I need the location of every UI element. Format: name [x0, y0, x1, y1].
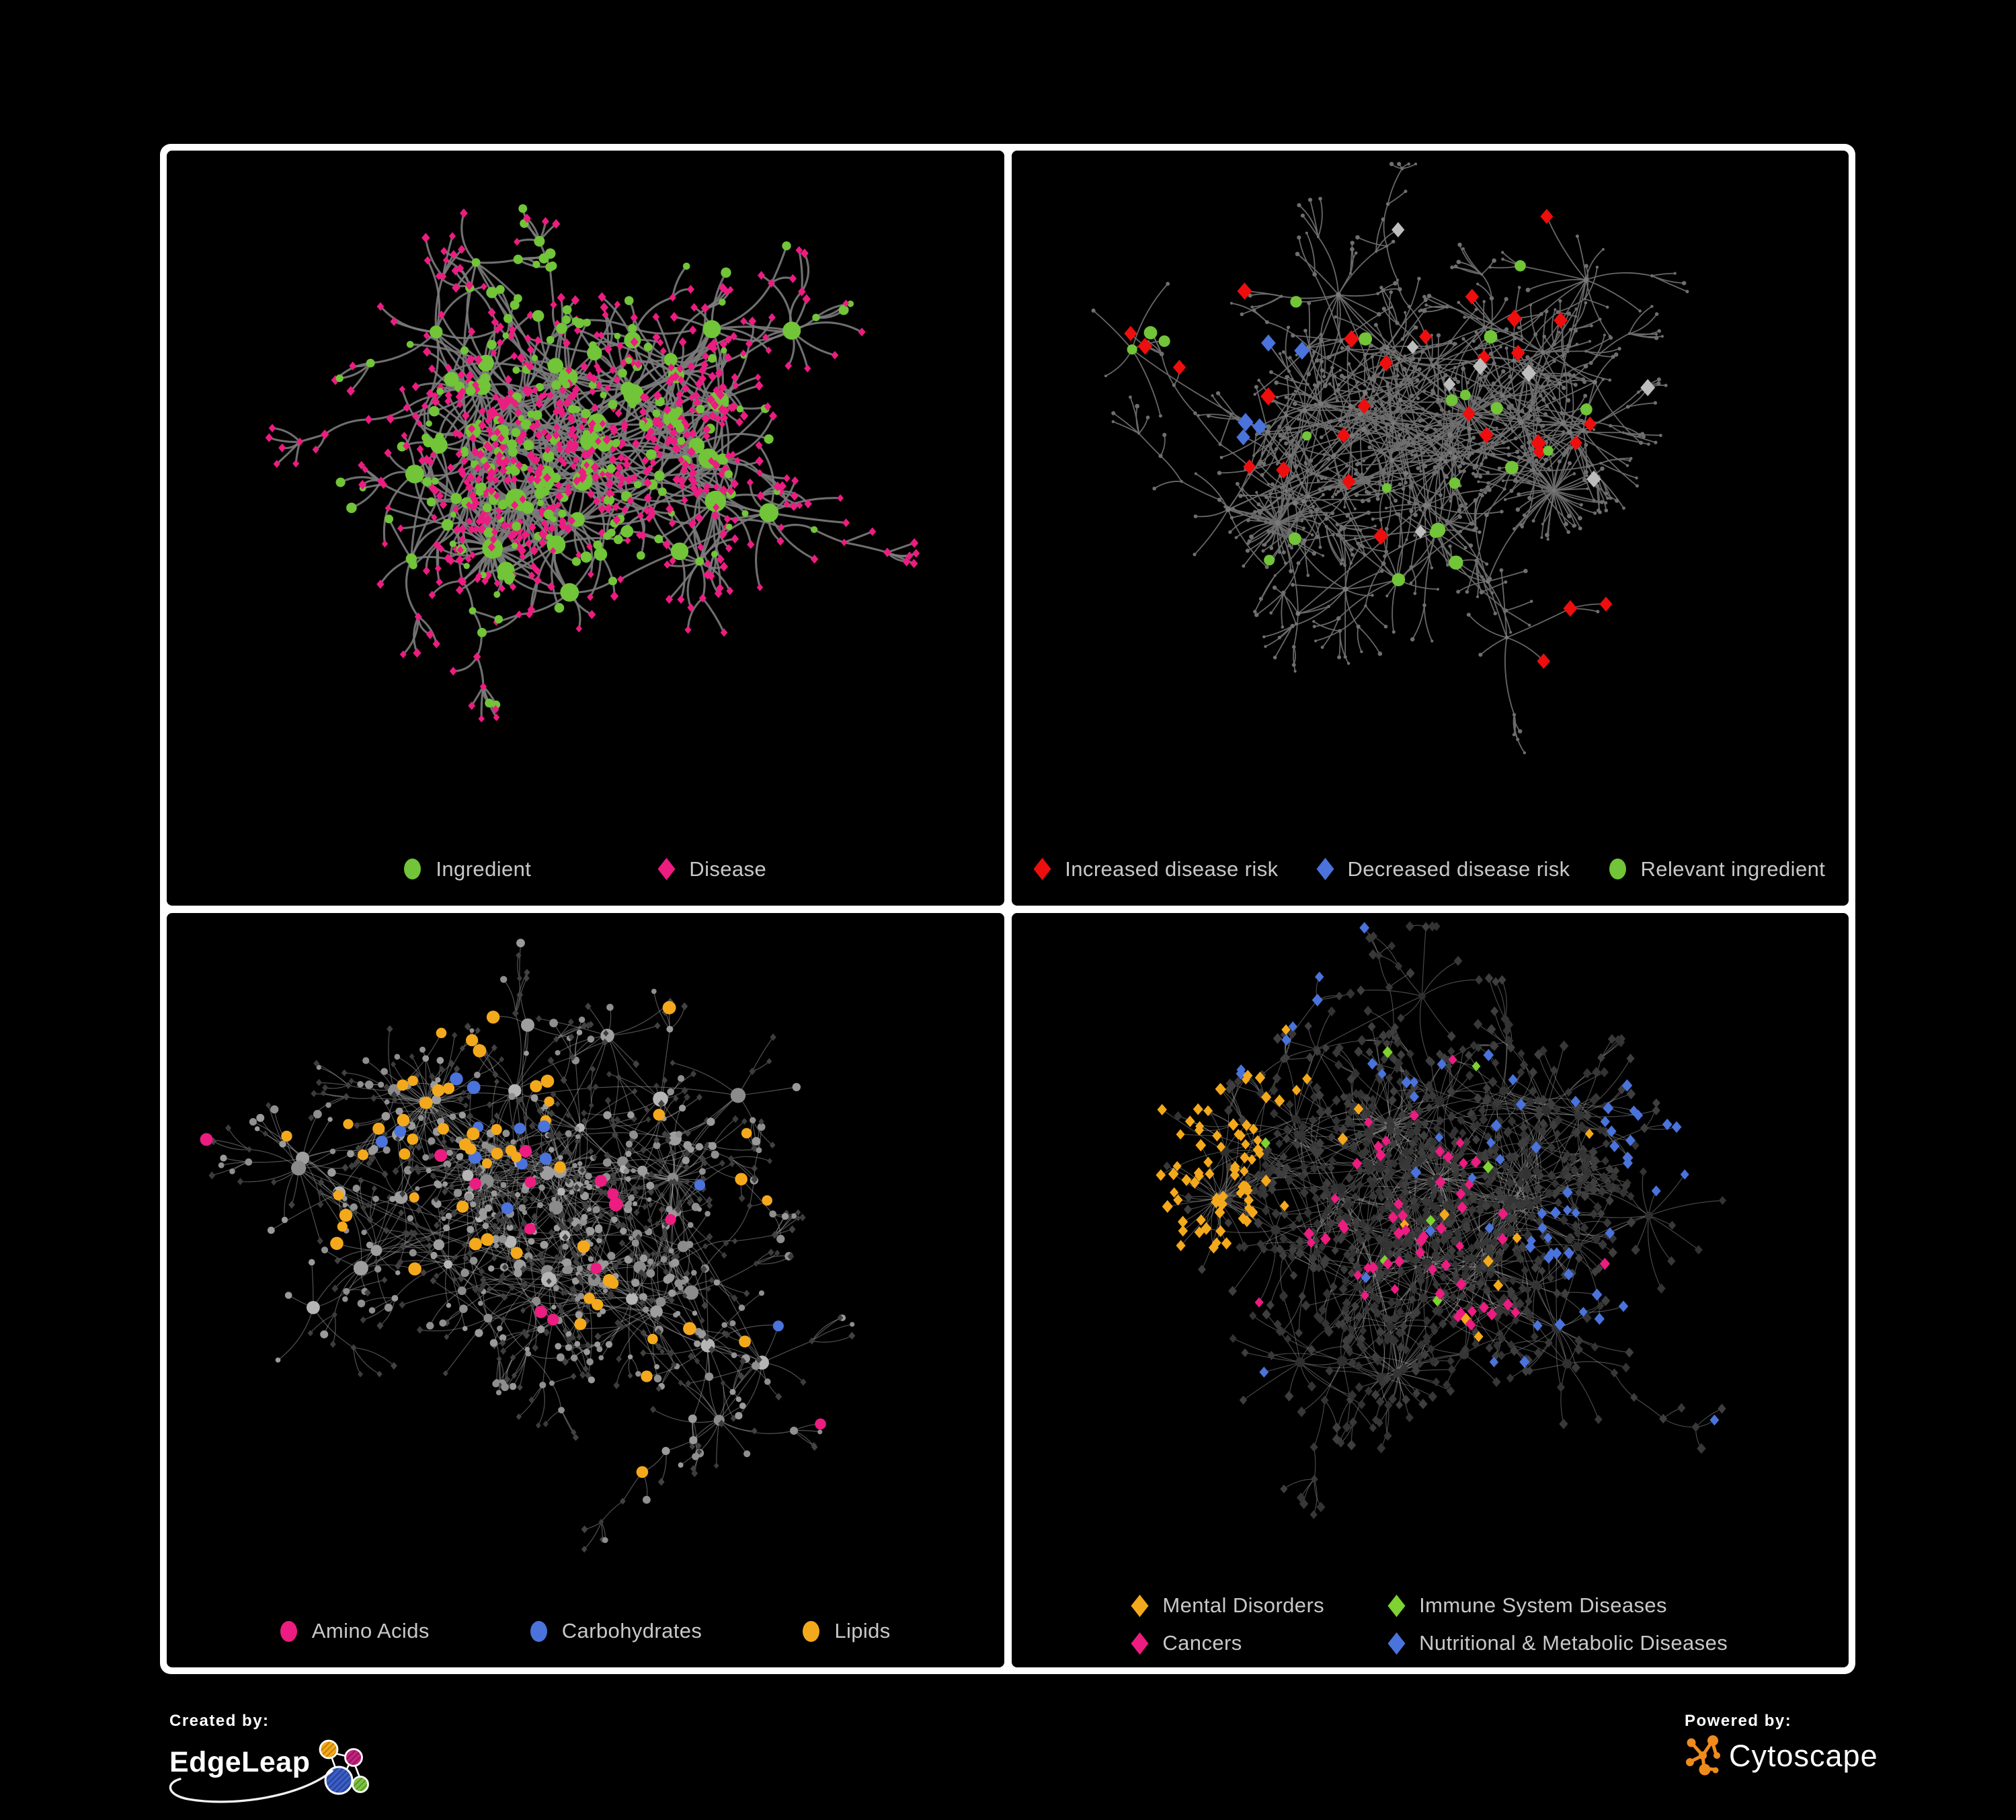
legend-label: Nutritional & Metabolic Diseases: [1419, 1631, 1728, 1655]
diamond-marker-icon: [1131, 1594, 1149, 1617]
legend-label: Disease: [689, 857, 767, 881]
legend-item-decreased-disease-risk: Decreased disease risk: [1316, 857, 1570, 881]
legend-label: Decreased disease risk: [1347, 857, 1570, 881]
legend-disease-risk: Increased disease risk Decreased disease …: [1012, 857, 1849, 881]
cytoscape-wordmark: Cytoscape: [1729, 1738, 1878, 1773]
powered-by-block: Powered by: Cytoscape: [1685, 1712, 1878, 1776]
circle-marker-icon: [1609, 859, 1626, 879]
legend-item-amino-acids: Amino Acids: [280, 1619, 430, 1643]
legend-disease-categories: Mental Disorders Immune System Diseases Ca…: [1012, 1593, 1849, 1655]
powered-by-label: Powered by:: [1685, 1712, 1792, 1730]
legend-label: Carbohydrates: [561, 1619, 702, 1643]
diamond-marker-icon: [1033, 857, 1051, 881]
panel-nutrient-classes: Amino Acids Carbohydrates Lipids: [167, 912, 1004, 1667]
panel-ingredient-disease: Ingredient Disease: [167, 151, 1004, 906]
legend-item-relevant-ingredient: Relevant ingredient: [1609, 857, 1826, 881]
created-by-block: Created by: EdgeLeap: [169, 1712, 372, 1803]
diamond-marker-icon: [1316, 857, 1334, 881]
diamond-marker-icon: [1387, 1594, 1406, 1617]
circle-marker-icon: [530, 1620, 547, 1642]
diamond-marker-icon: [1387, 1632, 1406, 1655]
legend-label: Relevant ingredient: [1640, 857, 1826, 881]
circle-marker-icon: [404, 859, 421, 879]
edgeleap-swoosh-icon: [169, 1770, 333, 1803]
edgeleap-wordmark: EdgeLeap: [169, 1746, 311, 1778]
legend-label: Amino Acids: [311, 1619, 430, 1643]
legend-item-ingredient: Ingredient: [404, 857, 531, 881]
circle-marker-icon: [280, 1620, 297, 1642]
created-by-label: Created by:: [169, 1712, 270, 1730]
legend-label: Increased disease risk: [1065, 857, 1279, 881]
legend-ingredient-disease: Ingredient Disease: [167, 857, 1004, 881]
legend-item-disease: Disease: [657, 857, 767, 881]
panel-disease-categories: Mental Disorders Immune System Diseases Ca…: [1011, 912, 1849, 1667]
disease-risk-network: [1090, 161, 1689, 754]
legend-label: Ingredient: [436, 857, 532, 881]
legend-label: Cancers: [1162, 1631, 1242, 1655]
legend-label: Immune System Diseases: [1419, 1593, 1667, 1617]
circle-marker-icon: [803, 1620, 820, 1642]
panels-frame: Ingredient Disease Increased disease risk…: [160, 144, 1855, 1674]
legend-item-lipids: Lipids: [803, 1619, 890, 1643]
disease-categories-network: [1155, 920, 1726, 1519]
legend-label: Lipids: [834, 1619, 891, 1643]
diamond-marker-icon: [657, 857, 676, 881]
legend-item-mental-disorders: Mental Disorders: [1131, 1593, 1325, 1618]
legend-item-carbohydrates: Carbohydrates: [530, 1619, 702, 1643]
nutrient-classes-network: [200, 938, 856, 1552]
panel-disease-risk: Increased disease risk Decreased disease …: [1011, 151, 1849, 906]
ingredient-disease-network: [265, 204, 920, 723]
diamond-marker-icon: [1131, 1632, 1149, 1655]
cytoscape-logo-icon: [1686, 1735, 1720, 1776]
edgeleap-logo-icon: [319, 1739, 369, 1795]
legend-nutrient-classes: Amino Acids Carbohydrates Lipids: [167, 1619, 1004, 1643]
legend-item-cancers: Cancers: [1131, 1631, 1324, 1655]
legend-item-nutritional-metabolic-diseases: Nutritional & Metabolic Diseases: [1387, 1631, 1728, 1655]
legend-item-increased-disease-risk: Increased disease risk: [1033, 857, 1279, 881]
legend-item-immune-system-diseases: Immune System Diseases: [1387, 1593, 1728, 1618]
legend-label: Mental Disorders: [1162, 1593, 1325, 1617]
